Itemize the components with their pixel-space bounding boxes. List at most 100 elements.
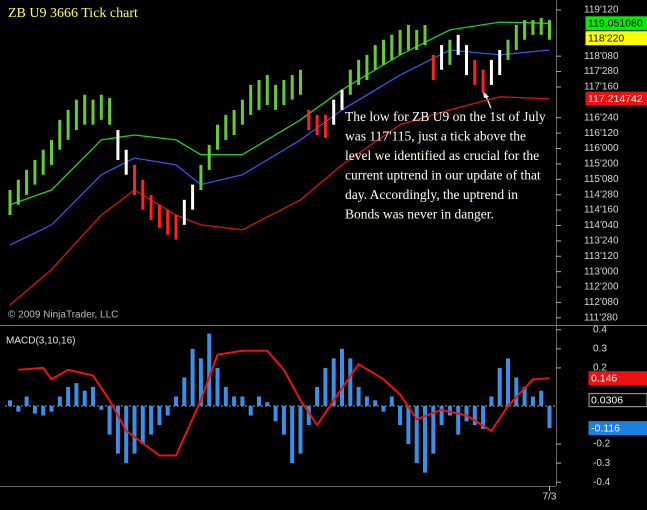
histogram-bar [506,358,510,406]
price-bar [16,179,20,205]
value-label-box [585,91,647,106]
price-bar [257,79,261,110]
price-bar [25,169,29,195]
annotation-line: current uptrend in our update of that [345,168,541,183]
histogram-bar [232,396,237,406]
value-label: 0.146 [591,372,617,384]
price-bar [431,54,435,80]
y-tick-label: 115'200 [584,159,619,170]
histogram-bar [290,406,295,464]
histogram-bar [8,400,12,406]
histogram-bar [107,406,112,435]
histogram-bar [41,406,46,416]
annotation-line: day. Accordingly, the uptrend in [345,187,518,202]
histogram-bar [157,406,162,426]
price-bar [539,18,543,35]
histogram-bar [315,386,320,406]
price-bar [282,79,286,106]
price-bar [58,119,62,150]
y-tick-label: 113'120 [584,251,619,262]
histogram-bar [373,400,378,406]
price-bar [116,130,120,161]
price-bar [91,99,95,125]
value-label: 0.0306 [591,394,623,406]
price-bar [456,34,460,55]
price-bar [83,94,87,125]
price-bar [465,45,468,76]
histogram-bar [82,390,87,406]
y-tick-label: 0.2 [593,363,607,374]
price-bar [141,179,145,210]
annotation-line: The low for ZB U9 on the 1st of July [345,109,546,124]
price-bar [8,189,12,216]
y-tick-label: 116'120 [584,128,619,139]
price-bar [50,139,53,165]
price-bar [166,209,170,235]
value-label: 117.214742 [588,93,643,105]
histogram-bar [522,386,527,406]
histogram-bar [49,406,54,412]
histogram-bar [348,358,353,406]
histogram-bar [423,406,427,473]
y-tick-label: 113'000 [584,266,619,277]
price-bar [473,59,477,85]
histogram-bar [99,406,104,410]
price-bar [531,20,535,35]
histogram-bar [340,348,344,406]
price-bar [299,69,302,95]
y-tick-label: 119'120 [584,5,619,16]
histogram-bar [223,386,228,406]
histogram-bar [472,406,477,426]
histogram-bar [364,396,369,406]
indicator-line [9,21,550,206]
price-bar [290,75,294,100]
histogram-bar [149,406,154,435]
y-tick-label: 118'080 [584,51,619,62]
price-bar [415,29,419,51]
histogram-bar [265,402,270,406]
price-bar [406,24,410,51]
annotation-arrowhead [483,91,489,98]
price-bar [216,124,219,150]
indicator-line [9,96,550,306]
histogram-bar [406,406,411,445]
histogram-bar [464,406,469,422]
value-label: 118'220 [588,33,624,45]
price-bar [274,84,278,110]
histogram-bar [66,386,71,406]
price-bar [240,99,244,125]
histogram-bar [74,383,79,406]
price-bar [340,89,344,110]
y-tick-label: 113'240 [584,236,619,247]
price-bar [514,24,518,51]
histogram-bar [165,406,170,416]
price-bar [182,199,186,225]
price-bar [423,24,427,46]
value-label: 119.051080 [588,18,643,30]
price-bar [373,45,377,70]
price-bar [157,204,161,228]
price-bar [398,29,402,55]
value-label-box [588,393,647,408]
price-bar [108,98,112,125]
copyright: © 2009 NinjaTrader, LLC [8,310,118,321]
histogram-bar [207,333,212,406]
y-tick-label: 0.3 [593,343,607,354]
histogram-bar [298,406,303,454]
value-label-box [588,421,647,436]
histogram-bar [115,406,120,454]
y-tick-label: -0.3 [593,458,611,469]
histogram-bar [306,406,311,426]
histogram-bar [431,406,436,454]
histogram-bar [182,377,187,406]
price-bar [207,144,211,170]
histogram-bar [257,396,261,406]
histogram-bar [132,406,137,454]
y-tick-label: 117'160 [584,82,619,93]
histogram-bar [190,348,195,406]
price-bar [315,114,319,135]
histogram-bar [497,367,502,406]
price-bar [232,109,236,135]
